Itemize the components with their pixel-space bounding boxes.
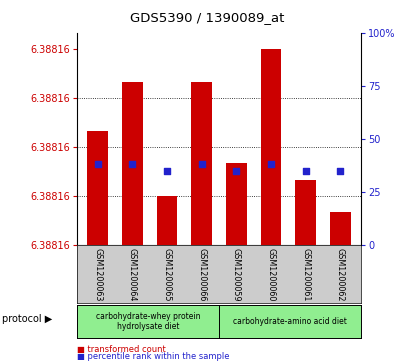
Bar: [87, 131, 108, 245]
Point: [198, 162, 205, 167]
Point: [129, 162, 136, 167]
Text: ■ transformed count: ■ transformed count: [77, 345, 166, 354]
Point: [302, 168, 309, 174]
Text: GSM1200064: GSM1200064: [128, 248, 137, 301]
Bar: [330, 212, 351, 245]
Text: GSM1200065: GSM1200065: [162, 248, 171, 301]
Point: [268, 162, 274, 167]
Text: GSM1200059: GSM1200059: [232, 248, 241, 302]
Text: GDS5390 / 1390089_at: GDS5390 / 1390089_at: [130, 11, 285, 24]
Text: GSM1200066: GSM1200066: [197, 248, 206, 301]
Point: [337, 168, 344, 174]
Text: GSM1200061: GSM1200061: [301, 248, 310, 301]
Text: carbohydrate-whey protein
hydrolysate diet: carbohydrate-whey protein hydrolysate di…: [95, 311, 200, 331]
Point: [233, 168, 239, 174]
Bar: [226, 163, 247, 245]
Text: GSM1200062: GSM1200062: [336, 248, 345, 301]
Bar: [295, 180, 316, 245]
Bar: [156, 196, 177, 245]
Point: [164, 168, 170, 174]
Point: [94, 162, 101, 167]
Text: ■ percentile rank within the sample: ■ percentile rank within the sample: [77, 352, 229, 361]
Bar: [261, 49, 281, 245]
Text: GSM1200060: GSM1200060: [266, 248, 276, 301]
Text: GSM1200063: GSM1200063: [93, 248, 102, 301]
Text: carbohydrate-amino acid diet: carbohydrate-amino acid diet: [233, 317, 347, 326]
Bar: [122, 82, 143, 245]
Text: protocol ▶: protocol ▶: [2, 314, 52, 325]
Bar: [191, 82, 212, 245]
